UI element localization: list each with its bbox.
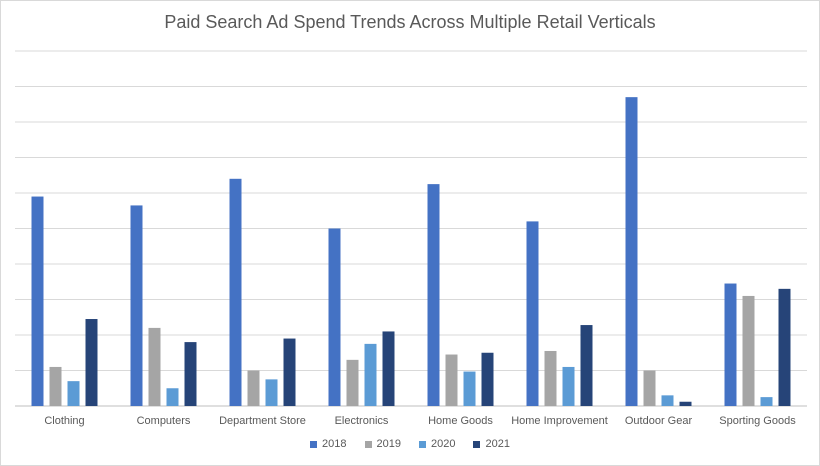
legend-label: 2020 [431, 438, 456, 450]
bar-2021-clothing [85, 319, 98, 406]
bar-2018-computers [130, 205, 143, 406]
bar-2020-outdoor-gear [661, 395, 674, 406]
bar-2019-computers [148, 327, 161, 406]
legend-item: 2020 [419, 438, 455, 450]
legend-swatch [310, 440, 318, 448]
x-tick-label: Clothing [44, 415, 84, 427]
bar-2019-home-improvement [544, 350, 557, 406]
legend-item: 2021 [473, 438, 510, 450]
bar-2020-home-goods [463, 371, 476, 406]
bar-2018-electronics [328, 228, 341, 406]
x-tick-label: Electronics [335, 415, 389, 427]
bar-2020-electronics [364, 343, 377, 406]
bar-2021-home-goods [481, 352, 494, 406]
bar-2018-clothing [31, 196, 44, 406]
bar-2020-home-improvement [562, 366, 575, 406]
bar-2019-home-goods [445, 354, 458, 406]
bar-2020-sporting-goods [760, 397, 773, 406]
legend-item: 2018 [310, 438, 347, 450]
legend-swatch [364, 440, 372, 448]
bar-2020-department-store [265, 379, 278, 406]
bar-2019-outdoor-gear [643, 370, 656, 406]
legend: 2018 2019 2020 2021 [1, 438, 819, 450]
bar-2020-clothing [67, 381, 80, 406]
bar-2021-outdoor-gear [679, 401, 692, 406]
bar-2021-sporting-goods [778, 288, 791, 406]
bar-2021-electronics [382, 331, 395, 406]
x-tick-label: Home Goods [428, 415, 493, 427]
bar-2018-home-goods [427, 184, 440, 406]
bar-2018-home-improvement [526, 221, 539, 406]
legend-label: 2021 [485, 438, 510, 450]
legend-label: 2018 [322, 438, 347, 450]
legend-item: 2019 [364, 438, 401, 450]
x-tick-label: Department Store [219, 415, 306, 427]
bar-2019-sporting-goods [742, 295, 755, 406]
chart-title: Paid Search Ad Spend Trends Across Multi… [164, 12, 656, 32]
bar-2019-electronics [346, 359, 359, 406]
legend-label: 2019 [376, 438, 401, 450]
bar-2019-department-store [247, 370, 260, 406]
x-tick-label: Computers [137, 415, 191, 427]
bar-2019-clothing [49, 366, 62, 406]
bar-2018-department-store [229, 178, 242, 406]
x-tick-label: Sporting Goods [719, 415, 796, 427]
legend-swatch [473, 440, 481, 448]
bar-2021-department-store [283, 338, 296, 406]
bar-2018-sporting-goods [724, 283, 737, 406]
bar-2021-computers [184, 342, 197, 406]
bar-2018-outdoor-gear [625, 97, 638, 407]
bar-2020-computers [166, 388, 179, 406]
bar-2021-home-improvement [580, 325, 593, 406]
legend-swatch [419, 440, 426, 448]
x-tick-label: Home Improvement [511, 415, 608, 427]
x-tick-label: Outdoor Gear [625, 415, 693, 427]
